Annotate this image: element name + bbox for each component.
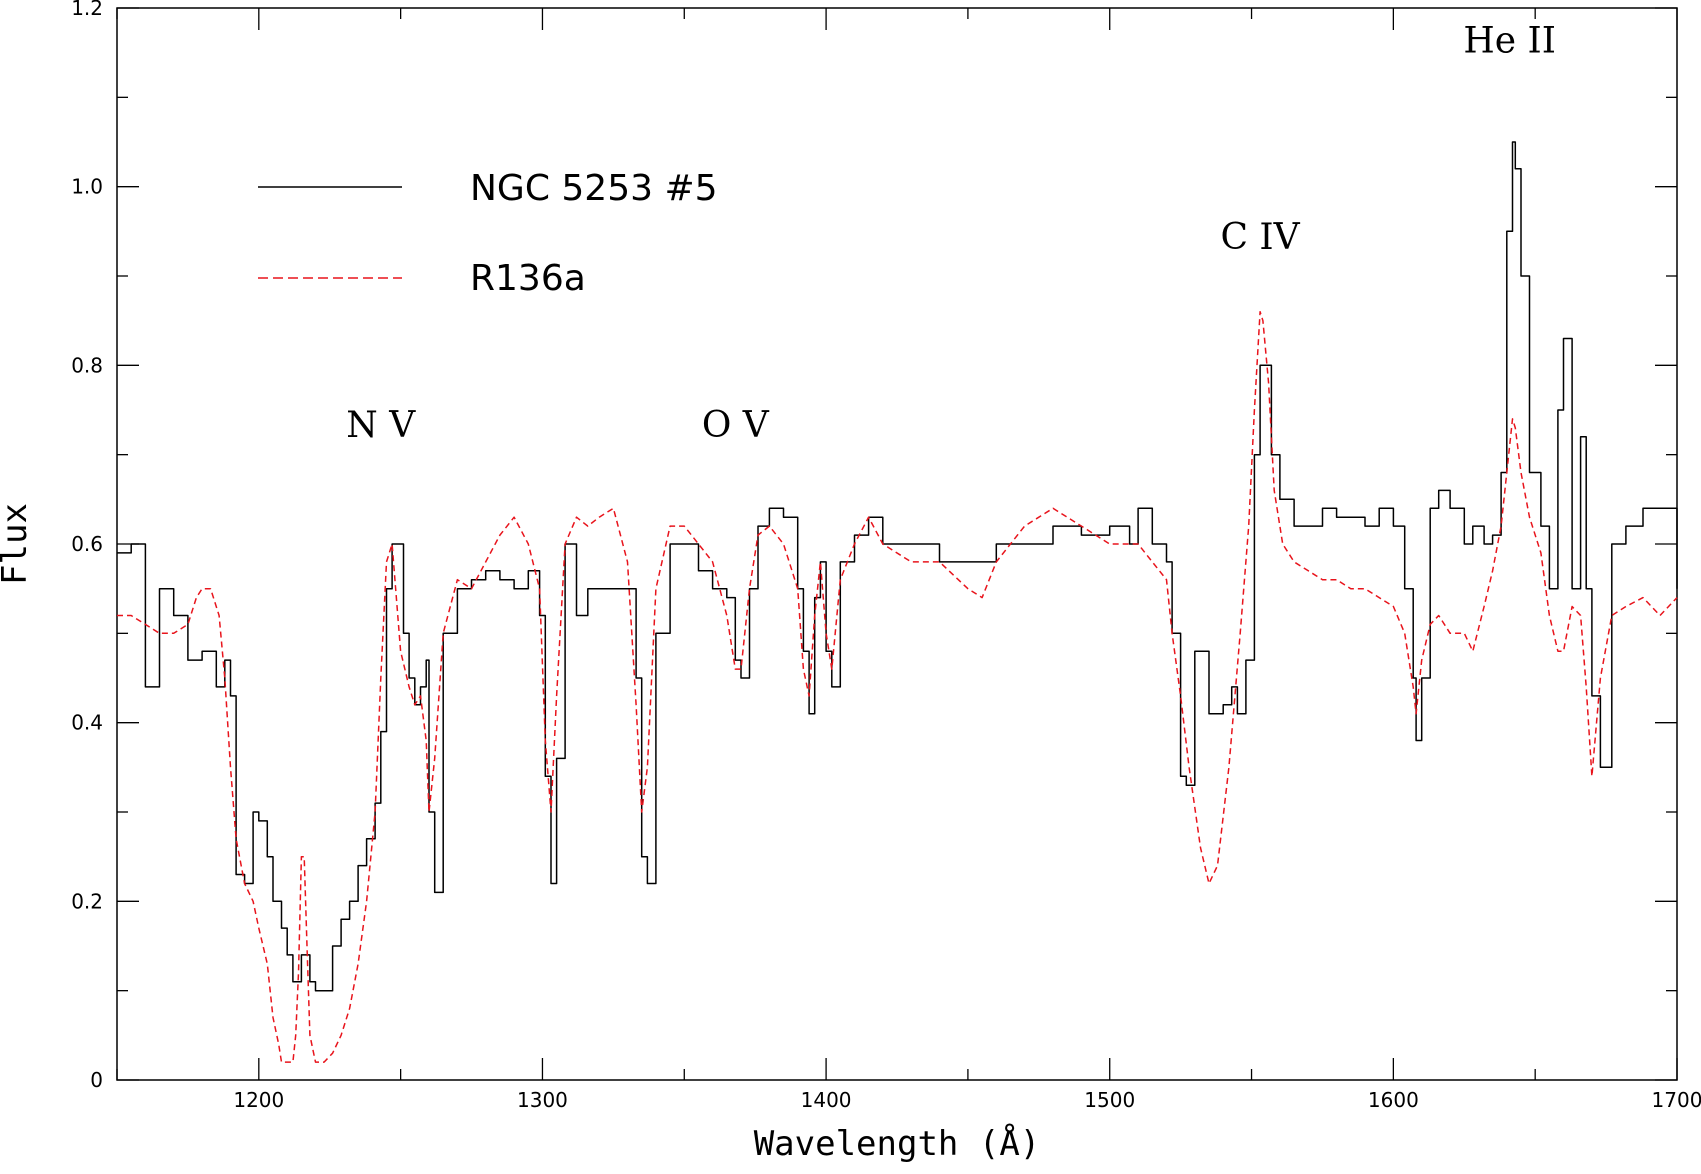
line-label: O V — [702, 405, 770, 446]
y-tick-label: 0.8 — [71, 353, 103, 377]
line-label: He II — [1463, 21, 1556, 62]
y-tick-label: 0.4 — [71, 711, 103, 735]
y-axis-title: Flux — [0, 503, 35, 585]
y-tick-label: 0.6 — [71, 532, 103, 556]
y-tick-label: 0 — [90, 1068, 103, 1092]
x-tick-label: 1200 — [233, 1088, 284, 1112]
line-label: N V — [346, 405, 416, 446]
line-label: C IV — [1220, 217, 1300, 258]
x-axis-title: Wavelength (Å) — [754, 1123, 1041, 1164]
legend: NGC 5253 #5 R136a — [258, 168, 718, 299]
axis-ticks — [116, 7, 1678, 1081]
series-layer — [117, 141, 1678, 1063]
x-tick-label: 1300 — [517, 1088, 568, 1112]
y-tick-label: 0.2 — [71, 889, 103, 913]
legend-label-r136a: R136a — [470, 258, 586, 299]
x-tick-label: 1500 — [1084, 1088, 1135, 1112]
x-tick-label: 1400 — [801, 1088, 852, 1112]
tick-labels: 1200 1300 1400 1500 1600 1700 0 0.2 0.4 0.6 0.8 1.0… — [71, 0, 1701, 1112]
x-tick-label: 1600 — [1368, 1088, 1419, 1112]
series-line-1 — [117, 310, 1678, 1063]
y-tick-label: 1.2 — [71, 0, 103, 20]
legend-label-ngc5253: NGC 5253 #5 — [470, 168, 718, 209]
y-tick-label: 1.0 — [71, 175, 103, 199]
series-line-0 — [117, 141, 1678, 992]
x-tick-label: 1700 — [1652, 1088, 1701, 1112]
line-annotations: N V O V C IV He II — [346, 21, 1556, 446]
